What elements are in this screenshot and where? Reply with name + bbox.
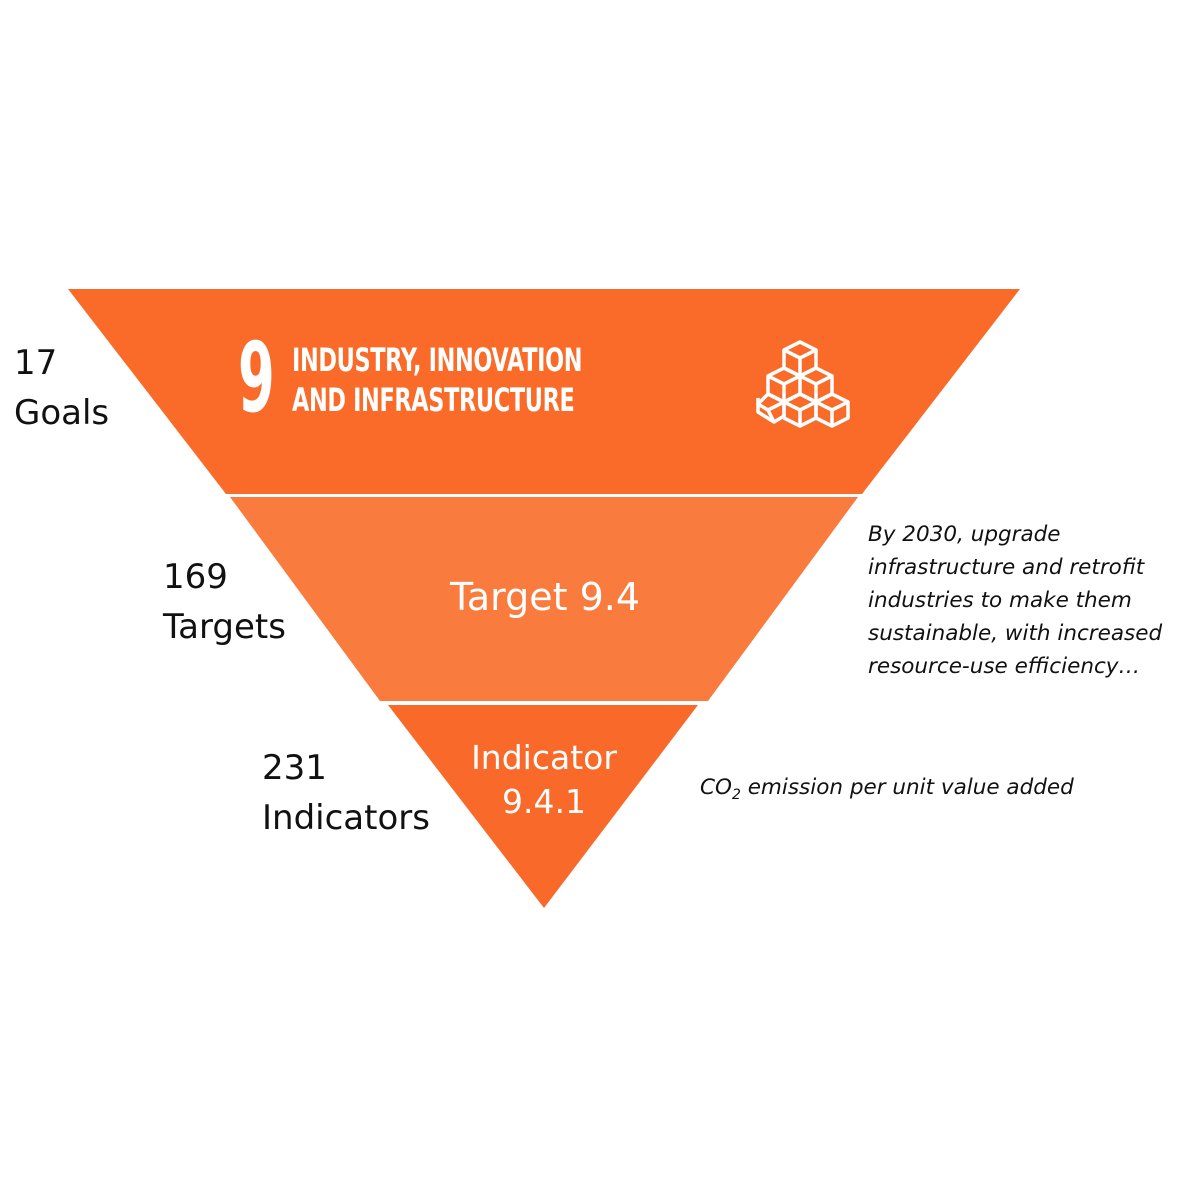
indicator-description-subscript: 2: [731, 787, 741, 803]
indicators-label: Indicators: [262, 798, 430, 838]
goal-title-line1: INDUSTRY, INNOVATION: [292, 341, 583, 379]
indicator-label: Indicator 9.4.1: [424, 736, 664, 824]
targets-label: Targets: [163, 607, 286, 647]
indicator-description-suffix: emission per unit value added: [740, 775, 1074, 800]
target-description: By 2030, upgrade infrastructure and retr…: [868, 522, 1163, 679]
targets-count-label: 169 Targets: [163, 552, 286, 652]
goal-title: INDUSTRY, INNOVATION AND INFRASTRUCTURE: [292, 340, 583, 420]
indicators-count: 231: [262, 748, 327, 788]
indicator-description: CO2 emission per unit value added: [700, 772, 1074, 811]
indicator-description-prefix: CO: [700, 775, 732, 800]
target-layer: [230, 497, 858, 701]
indicator-layer: [388, 705, 698, 908]
goal-title-line2: AND INFRASTRUCTURE: [292, 381, 575, 419]
goal-number: 9: [238, 322, 275, 434]
goals-count: 17: [14, 343, 58, 383]
target-label: Target 9.4: [449, 575, 641, 619]
goal-layer: [68, 289, 1020, 494]
indicator-label-line1: Indicator: [471, 738, 617, 777]
indicators-count-label: 231 Indicators: [262, 743, 430, 843]
goals-count-label: 17 Goals: [14, 338, 109, 438]
targets-count: 169: [163, 557, 228, 597]
indicator-label-line2: 9.4.1: [502, 782, 586, 821]
cubes-icon: [756, 340, 850, 428]
goals-label: Goals: [14, 393, 110, 433]
